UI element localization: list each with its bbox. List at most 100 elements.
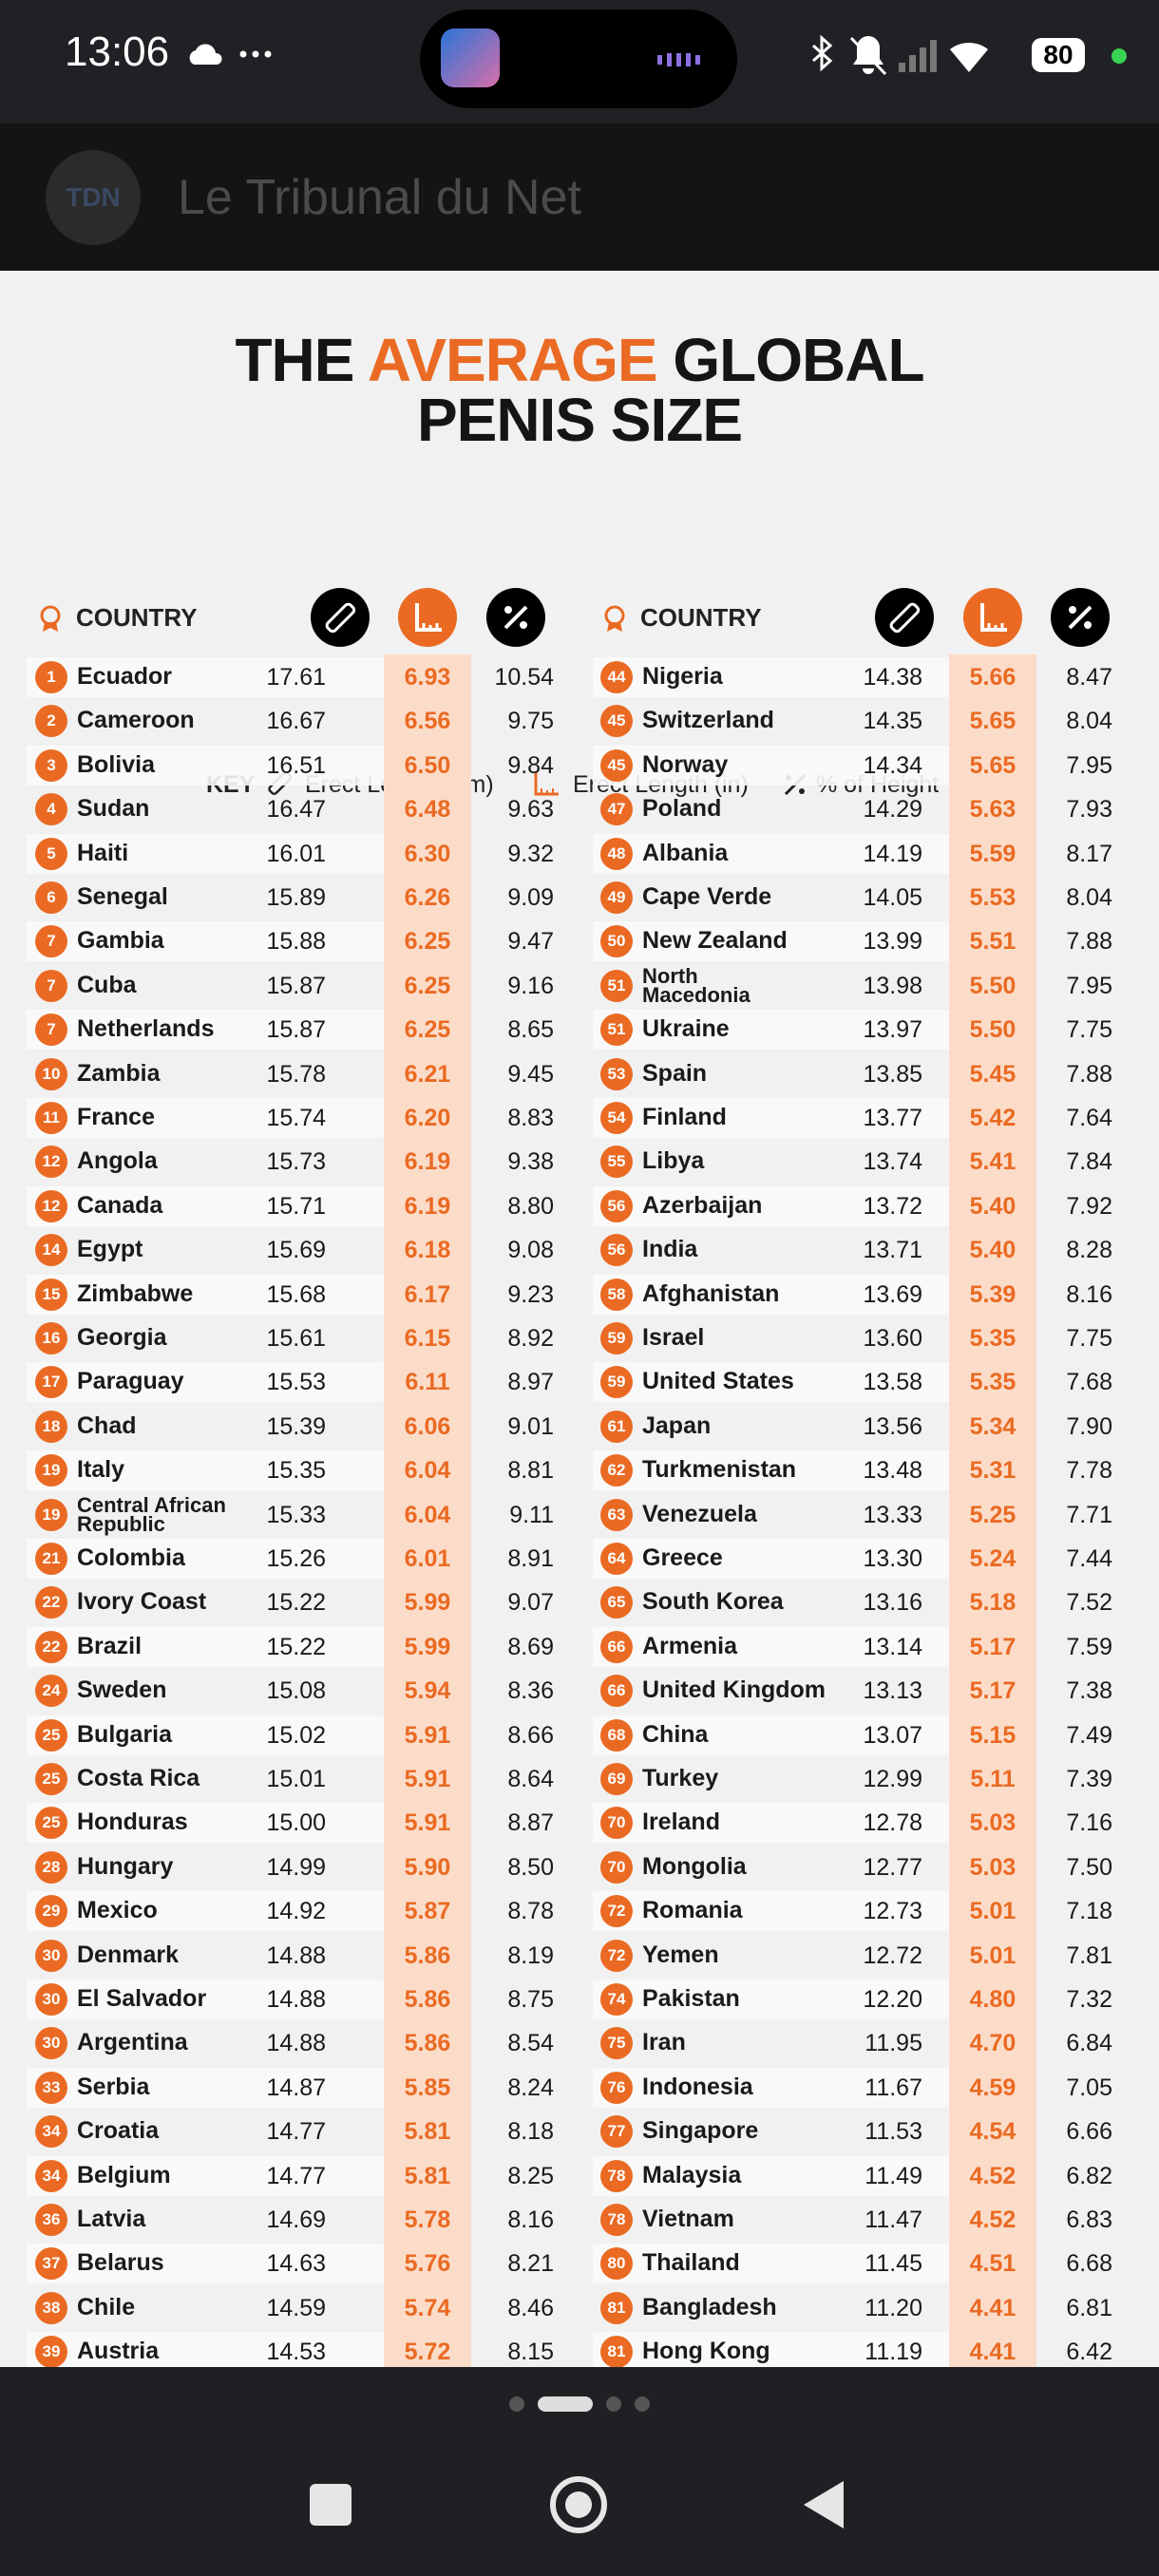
rank-badge: 59 bbox=[600, 1366, 633, 1399]
country-name: Belarus bbox=[77, 2249, 164, 2277]
rank-badge: 12 bbox=[35, 1146, 67, 1179]
erect-length-in: 5.81 bbox=[404, 2118, 451, 2146]
rank-badge: 62 bbox=[600, 1454, 633, 1487]
country-name: Armenia bbox=[642, 1632, 738, 1659]
row-stripe bbox=[27, 1274, 384, 1315]
country-name: Ukraine bbox=[642, 1015, 730, 1043]
rank-badge: 51 bbox=[600, 1013, 633, 1047]
percent-of-height: 7.88 bbox=[1066, 1060, 1112, 1088]
rank-badge: 77 bbox=[600, 2115, 633, 2149]
rank-badge: 25 bbox=[35, 1807, 67, 1840]
row-stripe bbox=[27, 2244, 384, 2284]
erect-length-cm: 14.88 bbox=[266, 1986, 326, 2013]
country-name: Mongolia bbox=[642, 1852, 747, 1880]
rank-badge: 70 bbox=[600, 1850, 633, 1884]
erect-length-cm: 12.73 bbox=[863, 1898, 922, 1925]
row-stripe bbox=[593, 1803, 949, 1844]
erect-length-cm: 12.20 bbox=[863, 1986, 922, 2013]
country-name: Singapore bbox=[642, 2117, 759, 2145]
percent-of-height: 8.65 bbox=[507, 1016, 554, 1044]
country-name: Cameroon bbox=[77, 707, 195, 734]
recents-button[interactable] bbox=[310, 2484, 352, 2526]
percent-of-height: 6.82 bbox=[1066, 2162, 1112, 2189]
row-stripe bbox=[593, 1185, 949, 1226]
erect-length-cm: 12.99 bbox=[863, 1766, 922, 1792]
country-name: Bulgaria bbox=[77, 1720, 173, 1748]
erect-length-in: 5.85 bbox=[404, 2074, 451, 2101]
column-icon bbox=[875, 588, 934, 647]
country-name: Hong Kong bbox=[642, 2338, 770, 2365]
rank-badge: 70 bbox=[600, 1807, 633, 1840]
erect-length-cm: 12.78 bbox=[863, 1809, 922, 1837]
country-name: Bolivia bbox=[77, 750, 155, 778]
navigation bbox=[0, 2367, 1159, 2576]
erect-length-cm: 15.87 bbox=[266, 1016, 326, 1044]
rank-badge: 59 bbox=[600, 1322, 633, 1354]
app-bar: TDN Le Tribunal du Net bbox=[0, 123, 1159, 271]
percent-of-height: 6.84 bbox=[1066, 2030, 1112, 2057]
row-stripe bbox=[27, 921, 384, 962]
app-thumb bbox=[441, 28, 500, 87]
country-name: Paraguay bbox=[77, 1368, 184, 1395]
logo[interactable]: TDN bbox=[46, 150, 141, 245]
erect-length-cm: 15.88 bbox=[266, 928, 326, 956]
erect-length-cm: 11.47 bbox=[864, 2207, 922, 2233]
percent-of-height: 8.69 bbox=[507, 1633, 554, 1660]
erect-length-cm: 15.74 bbox=[266, 1105, 326, 1131]
rank-badge: 55 bbox=[600, 1146, 633, 1179]
percent-of-height: 8.15 bbox=[507, 2339, 554, 2366]
erect-length-cm: 13.48 bbox=[863, 1457, 922, 1485]
erect-length-in: 5.53 bbox=[969, 884, 1016, 911]
percent-of-height: 9.09 bbox=[507, 884, 554, 911]
percent-of-height: 9.07 bbox=[507, 1589, 554, 1617]
erect-length-in: 6.21 bbox=[404, 1060, 451, 1088]
percent-of-height: 7.32 bbox=[1066, 1986, 1112, 2013]
country-name: Cape Verde bbox=[642, 883, 772, 910]
percent-of-height: 7.84 bbox=[1066, 1148, 1112, 1176]
erect-length-cm: 15.33 bbox=[266, 1501, 326, 1528]
rank-badge: 7 bbox=[35, 969, 67, 1002]
percent-of-height: 8.24 bbox=[507, 2074, 554, 2101]
row-stripe bbox=[27, 1891, 384, 1932]
erect-length-in: 5.50 bbox=[969, 1016, 1016, 1044]
percent-of-height: 7.50 bbox=[1066, 1853, 1112, 1881]
erect-length-cm: 13.97 bbox=[863, 1016, 922, 1044]
erect-length-in: 6.25 bbox=[404, 1016, 451, 1044]
percent-of-height: 9.47 bbox=[507, 928, 554, 956]
erect-length-in: 6.93 bbox=[404, 664, 451, 691]
erect-length-cm: 13.13 bbox=[863, 1677, 922, 1705]
percent-of-height: 8.83 bbox=[507, 1105, 554, 1131]
back-button[interactable] bbox=[804, 2481, 844, 2529]
rank-badge: 50 bbox=[600, 925, 633, 958]
country-name: Costa Rica bbox=[77, 1765, 200, 1791]
country-name: Latvia bbox=[77, 2206, 146, 2232]
percent-of-height: 7.68 bbox=[1066, 1369, 1112, 1396]
rank-badge: 78 bbox=[600, 2159, 633, 2192]
status-icons bbox=[812, 34, 988, 76]
country-name: Zambia bbox=[77, 1059, 161, 1087]
erect-length-cm: 14.29 bbox=[863, 796, 922, 824]
percent-of-height: 8.36 bbox=[507, 1677, 554, 1705]
row-stripe bbox=[27, 833, 384, 874]
erect-length-cm: 15.39 bbox=[266, 1412, 326, 1440]
erect-length-cm: 14.69 bbox=[266, 2207, 326, 2233]
rank-badge: 24 bbox=[35, 1675, 67, 1708]
rank-badge: 48 bbox=[600, 837, 633, 870]
erect-length-in: 5.17 bbox=[969, 1677, 1016, 1705]
country-name: Sudan bbox=[77, 795, 150, 823]
percent-of-height: 8.50 bbox=[507, 1853, 554, 1881]
country-name: Israel bbox=[642, 1324, 705, 1351]
erect-length-in: 4.54 bbox=[969, 2118, 1016, 2146]
rank-badge: 16 bbox=[35, 1322, 67, 1354]
row-stripe bbox=[27, 1714, 384, 1755]
percent-of-height: 9.08 bbox=[507, 1237, 554, 1264]
erect-length-in: 5.15 bbox=[969, 1721, 1016, 1749]
table: COUNTRY 1 Ecuador 17.61 6.93 10.54 2 Cameroon 16… bbox=[0, 271, 1159, 2367]
erect-length-in: 4.41 bbox=[969, 2339, 1016, 2366]
erect-length-cm: 15.61 bbox=[266, 1325, 326, 1352]
home-button[interactable] bbox=[550, 2476, 607, 2533]
erect-length-in: 5.34 bbox=[969, 1412, 1016, 1440]
erect-length-cm: 14.59 bbox=[266, 2294, 326, 2321]
erect-length-in: 6.15 bbox=[404, 1325, 451, 1352]
rank-badge: 68 bbox=[600, 1718, 633, 1752]
